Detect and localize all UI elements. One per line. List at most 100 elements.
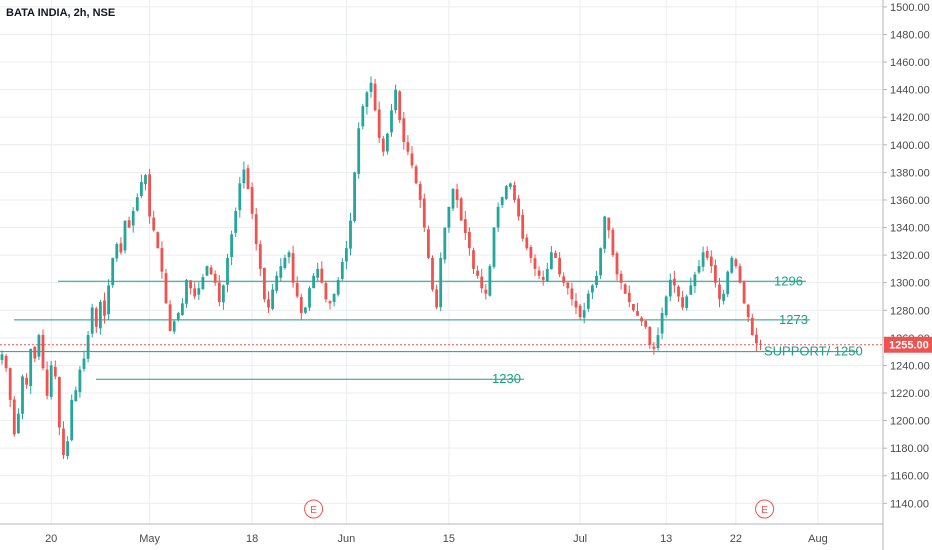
level-label: SUPPORT/ 1250 <box>764 344 863 359</box>
earnings-event-marker[interactable] <box>304 499 324 519</box>
candle-body <box>726 271 730 295</box>
candle-body <box>66 441 69 457</box>
candle-body <box>140 182 143 196</box>
candle-body <box>476 270 479 276</box>
candle-body <box>123 220 127 251</box>
candle-body <box>697 266 701 273</box>
candle-body <box>336 279 340 295</box>
candle-body <box>718 284 721 300</box>
current-price-label: 1255.00 <box>889 340 929 352</box>
price-tick-label: 1160.00 <box>890 471 929 483</box>
earnings-event-label: E <box>310 505 317 516</box>
candle-body <box>537 270 541 276</box>
time-tick-label: Jun <box>338 533 356 545</box>
candle-body <box>627 292 631 302</box>
candle-body <box>570 288 574 300</box>
candle-body <box>574 300 578 308</box>
candle-body <box>213 273 217 283</box>
candle-body <box>74 390 78 402</box>
candle-body <box>447 206 451 228</box>
candle-body <box>160 248 164 272</box>
candle-body <box>521 214 525 239</box>
candle-body <box>86 335 90 359</box>
candle-body <box>664 296 668 316</box>
candle-body <box>41 334 45 369</box>
candle-body <box>316 268 320 278</box>
price-tick-label: 1360.00 <box>890 195 930 207</box>
candle-body <box>115 244 119 259</box>
candle-body <box>299 297 303 314</box>
candle-body <box>58 377 61 428</box>
candle-body <box>644 320 648 327</box>
price-tick-label: 1140.00 <box>890 498 929 510</box>
candle-body <box>472 250 475 269</box>
candle-body <box>599 248 602 276</box>
earnings-event-label: E <box>761 505 768 516</box>
candle-body <box>62 428 65 456</box>
candle-body <box>279 266 283 278</box>
candle-body <box>0 354 4 360</box>
candle-body <box>201 277 205 290</box>
price-tick-label: 1200.00 <box>890 416 930 428</box>
candle-body <box>431 257 434 290</box>
candle-body <box>230 234 233 258</box>
candle-body <box>49 365 53 397</box>
candle-body <box>529 247 533 258</box>
candle-body <box>144 175 147 184</box>
candle-body <box>357 128 361 174</box>
earnings-event-marker[interactable] <box>755 499 775 519</box>
price-axis[interactable]: 1500.00 1480.00 1460.00 1440.00 1420.00 1400.… <box>883 2 930 510</box>
candle-body <box>254 214 258 245</box>
candle-body <box>517 198 520 217</box>
time-tick-label: 13 <box>660 533 672 545</box>
candle-body <box>746 304 750 318</box>
price-tick-label: 1220.00 <box>890 388 930 400</box>
candle-body <box>701 252 705 267</box>
candle-body <box>258 244 262 269</box>
candle-body <box>135 197 139 211</box>
candle-body <box>463 219 467 234</box>
candle-body <box>176 313 180 321</box>
candle-body <box>21 376 24 414</box>
candle-body <box>168 304 172 331</box>
candle-body <box>349 220 352 249</box>
candle-body <box>246 168 250 189</box>
price-tick-label: 1420.00 <box>890 112 930 124</box>
candle-body <box>443 227 447 260</box>
candle-body <box>533 258 537 269</box>
candle-body <box>648 326 652 345</box>
candle-body <box>742 281 746 304</box>
candle-body <box>509 183 512 187</box>
candle-body <box>550 252 553 270</box>
candle-body <box>693 274 697 287</box>
candle-body <box>111 257 115 286</box>
candle-body <box>369 82 373 92</box>
candle-body <box>332 293 336 302</box>
candle-body <box>611 229 615 256</box>
candle-body <box>340 262 344 279</box>
level-label: 1230 <box>492 371 521 386</box>
price-tick-label: 1380.00 <box>890 167 930 179</box>
candle-body <box>328 301 332 304</box>
candle-body <box>197 288 201 295</box>
candle-body <box>451 188 455 209</box>
candle-body <box>578 305 582 318</box>
candle-body <box>181 303 184 316</box>
candle-body <box>513 185 516 200</box>
price-tick-label: 1480.00 <box>890 29 930 41</box>
candle-body <box>496 206 500 228</box>
candle-body <box>591 285 594 293</box>
candle-body <box>480 276 484 289</box>
time-axis[interactable]: 20 May 18 Jun 15 Jul 13 22 Aug <box>45 533 828 545</box>
candle-body <box>312 275 315 289</box>
candle-body <box>668 279 672 297</box>
candle-body <box>525 237 529 249</box>
time-tick-label: 18 <box>246 533 258 545</box>
candle-body <box>738 266 742 283</box>
price-tick-label: 1460.00 <box>890 57 930 69</box>
price-tick-label: 1240.00 <box>890 360 930 372</box>
candle-body <box>689 285 693 295</box>
candle-body <box>250 186 254 214</box>
candle-body <box>267 299 270 308</box>
